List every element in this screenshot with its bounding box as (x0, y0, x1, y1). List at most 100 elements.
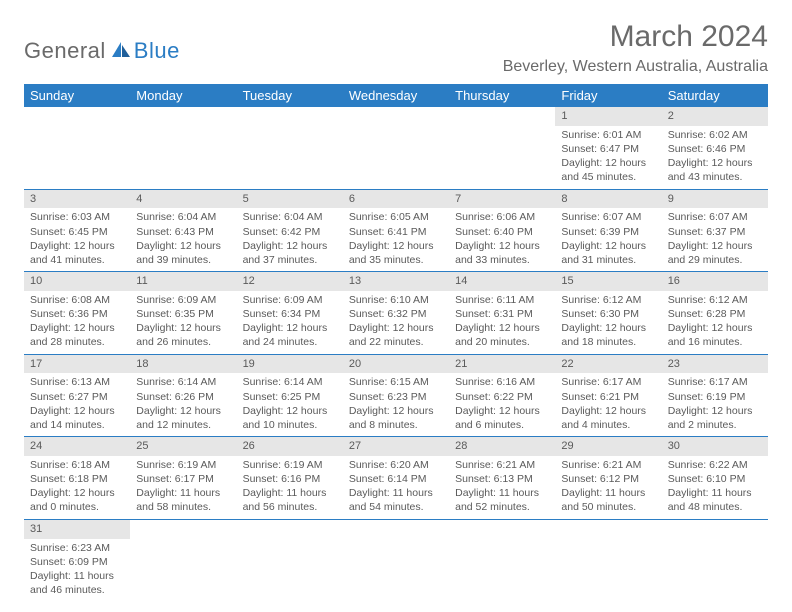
daylight-text: and 31 minutes. (561, 253, 655, 267)
daylight-text: and 56 minutes. (243, 500, 337, 514)
daylight-text: and 26 minutes. (136, 335, 230, 349)
day-number: 2 (662, 107, 768, 126)
daylight-text: Daylight: 12 hours (243, 404, 337, 418)
day-number: 20 (343, 355, 449, 374)
sunrise-text: Sunrise: 6:14 AM (243, 375, 337, 389)
daylight-text: and 16 minutes. (668, 335, 762, 349)
day-number: 14 (449, 272, 555, 291)
sunset-text: Sunset: 6:40 PM (455, 225, 549, 239)
daylight-text: Daylight: 12 hours (668, 156, 762, 170)
sunrise-text: Sunrise: 6:06 AM (455, 210, 549, 224)
day-cell: 27Sunrise: 6:20 AMSunset: 6:14 PMDayligh… (343, 437, 449, 520)
daylight-text: and 22 minutes. (349, 335, 443, 349)
daylight-text: and 50 minutes. (561, 500, 655, 514)
day-cell: 5Sunrise: 6:04 AMSunset: 6:42 PMDaylight… (237, 189, 343, 272)
logo-text-blue: Blue (134, 38, 180, 64)
sunrise-text: Sunrise: 6:09 AM (243, 293, 337, 307)
day-cell: 7Sunrise: 6:06 AMSunset: 6:40 PMDaylight… (449, 189, 555, 272)
week-row: 24Sunrise: 6:18 AMSunset: 6:18 PMDayligh… (24, 437, 768, 520)
sunrise-text: Sunrise: 6:02 AM (668, 128, 762, 142)
day-content: Sunrise: 6:04 AMSunset: 6:42 PMDaylight:… (237, 208, 343, 271)
sunset-text: Sunset: 6:41 PM (349, 225, 443, 239)
day-number: 30 (662, 437, 768, 456)
day-cell: 12Sunrise: 6:09 AMSunset: 6:34 PMDayligh… (237, 272, 343, 355)
sunrise-text: Sunrise: 6:17 AM (561, 375, 655, 389)
sunrise-text: Sunrise: 6:21 AM (455, 458, 549, 472)
day-content: Sunrise: 6:21 AMSunset: 6:13 PMDaylight:… (449, 456, 555, 519)
sunrise-text: Sunrise: 6:21 AM (561, 458, 655, 472)
day-cell: 9Sunrise: 6:07 AMSunset: 6:37 PMDaylight… (662, 189, 768, 272)
sunrise-text: Sunrise: 6:23 AM (30, 541, 124, 555)
daylight-text: Daylight: 12 hours (243, 321, 337, 335)
day-number: 15 (555, 272, 661, 291)
daylight-text: and 20 minutes. (455, 335, 549, 349)
daylight-text: and 24 minutes. (243, 335, 337, 349)
day-content: Sunrise: 6:09 AMSunset: 6:34 PMDaylight:… (237, 291, 343, 354)
daylight-text: and 18 minutes. (561, 335, 655, 349)
sunrise-text: Sunrise: 6:10 AM (349, 293, 443, 307)
day-cell: 16Sunrise: 6:12 AMSunset: 6:28 PMDayligh… (662, 272, 768, 355)
sunset-text: Sunset: 6:32 PM (349, 307, 443, 321)
day-number: 5 (237, 190, 343, 209)
sunset-text: Sunset: 6:26 PM (136, 390, 230, 404)
sunrise-text: Sunrise: 6:12 AM (561, 293, 655, 307)
title-block: March 2024 Beverley, Western Australia, … (503, 20, 768, 76)
daylight-text: and 28 minutes. (30, 335, 124, 349)
day-cell: 29Sunrise: 6:21 AMSunset: 6:12 PMDayligh… (555, 437, 661, 520)
sunset-text: Sunset: 6:30 PM (561, 307, 655, 321)
daylight-text: and 35 minutes. (349, 253, 443, 267)
day-content: Sunrise: 6:10 AMSunset: 6:32 PMDaylight:… (343, 291, 449, 354)
day-content: Sunrise: 6:07 AMSunset: 6:37 PMDaylight:… (662, 208, 768, 271)
sunset-text: Sunset: 6:12 PM (561, 472, 655, 486)
day-cell: 21Sunrise: 6:16 AMSunset: 6:22 PMDayligh… (449, 354, 555, 437)
day-number: 7 (449, 190, 555, 209)
daylight-text: and 54 minutes. (349, 500, 443, 514)
day-content: Sunrise: 6:16 AMSunset: 6:22 PMDaylight:… (449, 373, 555, 436)
day-cell: 2Sunrise: 6:02 AMSunset: 6:46 PMDaylight… (662, 107, 768, 189)
sunrise-text: Sunrise: 6:22 AM (668, 458, 762, 472)
sunrise-text: Sunrise: 6:09 AM (136, 293, 230, 307)
day-content: Sunrise: 6:18 AMSunset: 6:18 PMDaylight:… (24, 456, 130, 519)
sunset-text: Sunset: 6:23 PM (349, 390, 443, 404)
day-cell: 13Sunrise: 6:10 AMSunset: 6:32 PMDayligh… (343, 272, 449, 355)
daylight-text: and 10 minutes. (243, 418, 337, 432)
sunset-text: Sunset: 6:13 PM (455, 472, 549, 486)
daylight-text: Daylight: 12 hours (30, 486, 124, 500)
day-cell: 11Sunrise: 6:09 AMSunset: 6:35 PMDayligh… (130, 272, 236, 355)
sunset-text: Sunset: 6:10 PM (668, 472, 762, 486)
sunset-text: Sunset: 6:31 PM (455, 307, 549, 321)
daylight-text: and 58 minutes. (136, 500, 230, 514)
day-content: Sunrise: 6:14 AMSunset: 6:25 PMDaylight:… (237, 373, 343, 436)
day-cell: 4Sunrise: 6:04 AMSunset: 6:43 PMDaylight… (130, 189, 236, 272)
daylight-text: and 14 minutes. (30, 418, 124, 432)
day-content: Sunrise: 6:17 AMSunset: 6:21 PMDaylight:… (555, 373, 661, 436)
day-content: Sunrise: 6:12 AMSunset: 6:30 PMDaylight:… (555, 291, 661, 354)
daylight-text: and 41 minutes. (30, 253, 124, 267)
day-number: 8 (555, 190, 661, 209)
sunset-text: Sunset: 6:39 PM (561, 225, 655, 239)
sunset-text: Sunset: 6:27 PM (30, 390, 124, 404)
day-cell: 25Sunrise: 6:19 AMSunset: 6:17 PMDayligh… (130, 437, 236, 520)
day-content: Sunrise: 6:01 AMSunset: 6:47 PMDaylight:… (555, 126, 661, 189)
daylight-text: and 52 minutes. (455, 500, 549, 514)
day-number: 4 (130, 190, 236, 209)
logo-text-general: General (24, 38, 106, 64)
day-content: Sunrise: 6:22 AMSunset: 6:10 PMDaylight:… (662, 456, 768, 519)
sunrise-text: Sunrise: 6:19 AM (243, 458, 337, 472)
day-cell: 24Sunrise: 6:18 AMSunset: 6:18 PMDayligh… (24, 437, 130, 520)
sunset-text: Sunset: 6:28 PM (668, 307, 762, 321)
daylight-text: Daylight: 11 hours (30, 569, 124, 583)
day-cell (237, 107, 343, 189)
daylight-text: Daylight: 12 hours (349, 239, 443, 253)
day-cell (343, 519, 449, 601)
daylight-text: and 43 minutes. (668, 170, 762, 184)
sunset-text: Sunset: 6:25 PM (243, 390, 337, 404)
day-cell (237, 519, 343, 601)
day-cell: 23Sunrise: 6:17 AMSunset: 6:19 PMDayligh… (662, 354, 768, 437)
daylight-text: and 39 minutes. (136, 253, 230, 267)
daylight-text: and 6 minutes. (455, 418, 549, 432)
sunset-text: Sunset: 6:22 PM (455, 390, 549, 404)
daylight-text: Daylight: 12 hours (668, 239, 762, 253)
location: Beverley, Western Australia, Australia (503, 58, 768, 76)
day-cell: 14Sunrise: 6:11 AMSunset: 6:31 PMDayligh… (449, 272, 555, 355)
